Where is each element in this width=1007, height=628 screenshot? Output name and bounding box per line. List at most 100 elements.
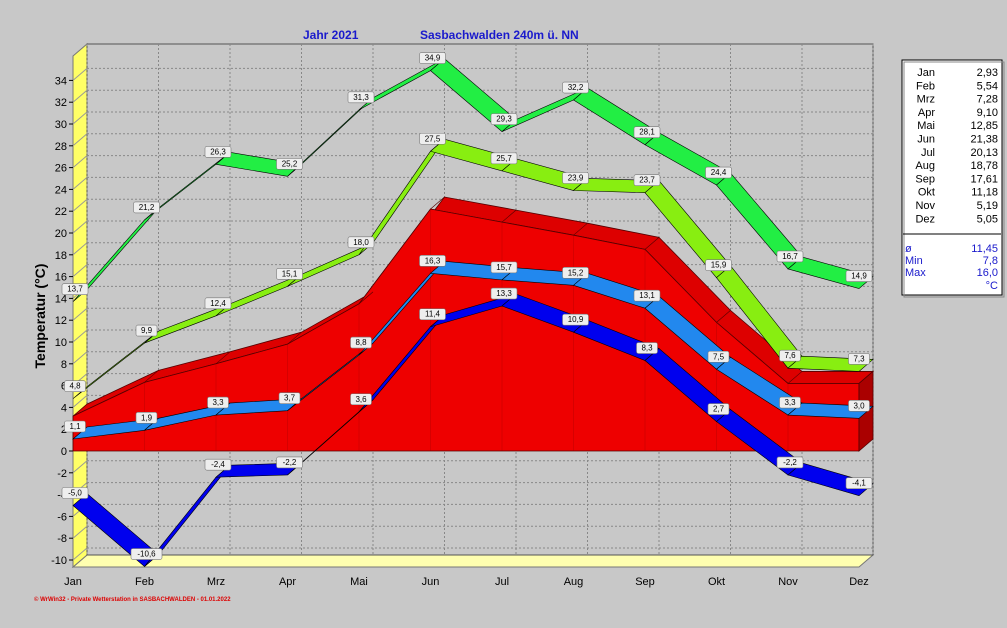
- y-axis-ticks: -10-8-6-4-202468101214161820222426283032…: [51, 75, 73, 567]
- y-tick-label: 24: [55, 184, 67, 196]
- data-label: -10,6: [137, 550, 156, 559]
- data-label-box: [633, 126, 661, 139]
- data-label: 24,4: [711, 168, 727, 177]
- y-tick-label: 12: [55, 315, 67, 327]
- data-label: 14,9: [851, 272, 867, 281]
- x-tick-label: Mrz: [207, 576, 225, 588]
- legend-value: 17,61: [970, 173, 998, 185]
- data-label: -4,1: [852, 479, 866, 488]
- data-label: 1,1: [69, 422, 81, 431]
- data-label-box: [419, 132, 446, 145]
- data-label: 28,1: [639, 128, 655, 137]
- area-edge: [215, 351, 231, 365]
- legend-entries: Jan 2,93 Feb 5,54 Mrz 7,28 Apr 9,10 Mai 12,85 Jun 2…: [905, 67, 998, 292]
- y-tick-label: -10: [51, 555, 67, 567]
- data-label: 25,2: [282, 159, 298, 168]
- data-label: 15,7: [496, 263, 512, 272]
- data-label-box: [204, 146, 232, 158]
- data-label: -2,2: [283, 458, 297, 467]
- data-label-box: [419, 52, 446, 64]
- x-tick-label: Jul: [495, 576, 509, 588]
- y-tick-label: 10: [55, 337, 67, 349]
- grid-line-side: [72, 89, 88, 103]
- data-label-box: [705, 166, 732, 179]
- legend-month: Feb: [916, 80, 935, 92]
- footer-text: © WrWin32 - Private Wetterstation in SAS…: [34, 596, 231, 603]
- legend-month: Sep: [915, 173, 935, 185]
- x-tick-label: Nov: [778, 576, 798, 588]
- x-tick-label: Dez: [849, 576, 869, 588]
- data-label-box: [776, 250, 804, 263]
- grid-line-side: [72, 329, 88, 343]
- grid-line-side: [72, 68, 88, 81]
- data-label-box: [562, 313, 589, 326]
- data-label-box: [204, 458, 232, 471]
- legend-value: 2,93: [977, 67, 998, 79]
- legend-month: Mrz: [917, 94, 935, 106]
- data-label: 15,2: [568, 268, 584, 277]
- y-tick-label: 34: [55, 75, 67, 87]
- y-tick-label: 30: [55, 119, 67, 131]
- data-label: 9,9: [141, 326, 153, 335]
- data-label: -2,4: [211, 460, 225, 469]
- data-label: 26,3: [210, 147, 226, 156]
- data-label-box: [779, 396, 801, 409]
- legend-month: Jun: [917, 134, 935, 146]
- legend-value: 9,10: [977, 107, 998, 119]
- data-label-box: [779, 349, 801, 362]
- legend-month: Jan: [917, 67, 935, 79]
- data-label: 16,3: [425, 256, 441, 265]
- data-label-box: [276, 456, 303, 469]
- legend-stat-value: 16,0: [977, 267, 998, 279]
- y-tick-label: 8: [61, 359, 67, 371]
- y-tick-label: 6: [61, 381, 67, 393]
- data-label: 31,3: [353, 93, 369, 102]
- legend-shadow: [903, 61, 1005, 298]
- data-label: -5,0: [68, 489, 82, 498]
- data-label: 7,6: [784, 351, 796, 360]
- data-labels: 1,1 1,9 3,3 3,7 8,8 16,3 15,7 15,2 13,1 7,5 3,3 3,0…: [61, 52, 873, 560]
- data-label-box: [490, 261, 518, 274]
- x-tick-label: Okt: [708, 576, 725, 588]
- area-edge: [144, 370, 159, 383]
- data-label-box: [845, 477, 873, 489]
- data-label-box: [562, 81, 589, 94]
- legend-stat-value: 7,8: [983, 255, 998, 267]
- data-label-box: [61, 283, 89, 295]
- data-label-box: [707, 403, 730, 415]
- data-label: 13,3: [496, 289, 512, 298]
- area-edge: [287, 331, 302, 345]
- grid-line-side: [72, 307, 88, 321]
- data-label-box: [204, 297, 232, 310]
- data-label-box: [562, 172, 589, 184]
- data-label-box: [61, 487, 89, 499]
- data-label-box: [347, 91, 375, 104]
- data-label-box: [350, 336, 372, 349]
- y-tick-label: 32: [55, 97, 67, 109]
- area-edge: [430, 196, 445, 210]
- data-label-box: [707, 350, 730, 363]
- chart-title-station: Sasbachwalden 240m ü. NN: [420, 28, 579, 42]
- data-label: 27,5: [425, 134, 441, 143]
- legend-value: 11,18: [971, 187, 998, 199]
- grid-line-side: [72, 547, 88, 561]
- grid-line-side: [72, 242, 88, 256]
- data-label: 11,4: [425, 310, 441, 319]
- data-label-box: [633, 174, 661, 186]
- data-label: 7,5: [713, 352, 725, 361]
- data-label: 3,3: [212, 398, 224, 407]
- x-tick-label: Jun: [422, 576, 440, 588]
- data-label: 32,2: [568, 83, 584, 92]
- area-edge: [787, 371, 803, 384]
- area-edge: [358, 291, 374, 305]
- grid-line-side: [72, 220, 88, 234]
- y-tick-label: 0: [61, 446, 67, 458]
- x-tick-label: Jan: [64, 576, 82, 588]
- grid-line-side: [72, 198, 88, 212]
- data-label: 23,9: [568, 173, 584, 182]
- data-label-box: [848, 353, 870, 365]
- grid-line-side: [72, 111, 88, 125]
- data-label-box: [135, 324, 158, 337]
- legend-month: Apr: [918, 107, 935, 119]
- grid-line-side: [72, 525, 88, 539]
